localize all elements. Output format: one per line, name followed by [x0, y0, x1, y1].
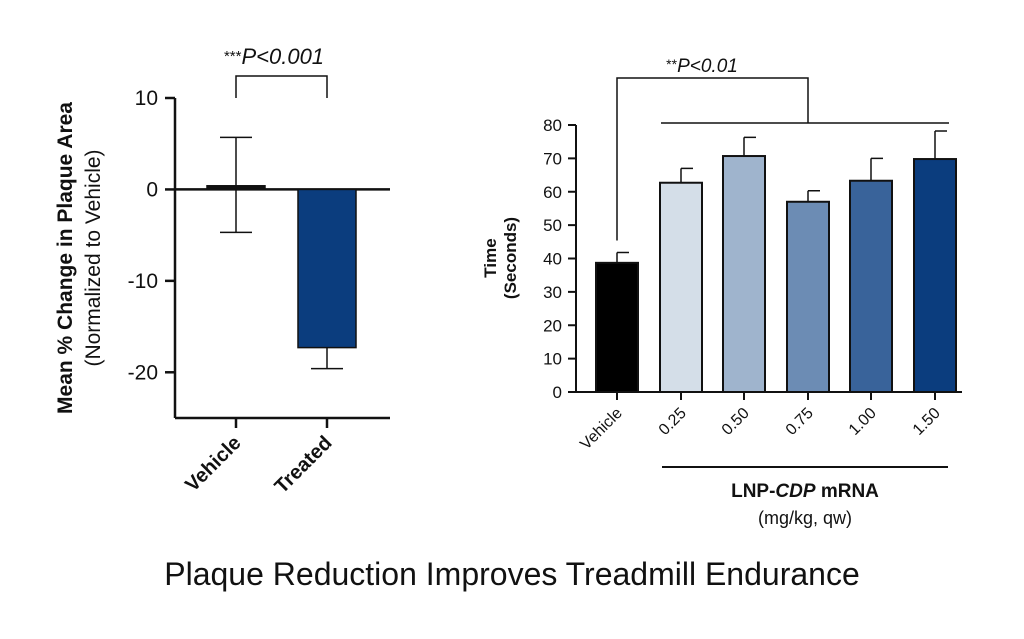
right-x-label: 0.75 [783, 405, 817, 439]
right-y-axis-ticks: 0 10 20 30 40 50 60 70 80 [543, 116, 576, 402]
right-y-tick-label: 60 [543, 183, 562, 202]
right-bar-dose-050 [722, 155, 766, 393]
right-significance-bracket: **P<0.01 [616, 56, 949, 241]
right-y-tick-label: 0 [553, 383, 562, 402]
right-x-label: 1.50 [910, 405, 944, 439]
right-x-label: Vehicle [577, 405, 626, 454]
right-y-tick-label: 30 [543, 283, 562, 302]
right-bar-dose-075 [786, 200, 830, 393]
left-bar-treated [297, 188, 357, 349]
right-significance-stars: ** [666, 56, 677, 72]
left-ylabel-main: Mean % Change in Plaque Area [54, 102, 77, 414]
left-significance-stars: *** [224, 48, 242, 65]
right-ylabel-sub: (Seconds) [501, 217, 520, 299]
right-bars [595, 130, 957, 400]
dose-group-label: LNP-CDP mRNA [731, 481, 879, 502]
left-ylabel-sub: (Normalized to Vehicle) [82, 149, 105, 366]
left-x-label: Vehicle [181, 432, 245, 496]
right-x-label: 1.00 [846, 405, 880, 439]
dose-group-label-suffix: mRNA [816, 481, 880, 502]
right-y-tick-label: 10 [543, 350, 562, 369]
right-significance-label: **P<0.01 [666, 56, 738, 77]
left-x-axis-labels: Vehicle Treated [181, 432, 336, 498]
left-y-tick-label: 0 [146, 178, 158, 201]
right-bar-vehicle [595, 261, 639, 393]
right-bar-dose-100 [849, 179, 893, 393]
right-x-axis-labels: Vehicle 0.25 0.50 0.75 1.00 1.50 [577, 405, 944, 454]
plaque-area-chart: Mean % Change in Plaque Area (Normalized… [54, 44, 390, 498]
left-bars [175, 136, 390, 428]
left-y-tick-label: -10 [128, 270, 158, 293]
left-y-axis-ticks: 10 0 -10 -20 [128, 87, 175, 384]
right-y-tick-label: 70 [543, 149, 562, 168]
left-y-tick-label: -20 [128, 361, 158, 384]
dose-group-units: (mg/kg, qw) [758, 508, 852, 528]
left-x-label: Treated [271, 432, 337, 498]
figure-caption: Plaque Reduction Improves Treadmill Endu… [164, 556, 860, 592]
treadmill-time-chart: Time (Seconds) 0 10 20 30 40 50 60 70 80 Vehicle… [481, 56, 962, 528]
right-y-tick-label: 20 [543, 316, 562, 335]
dose-group-label-prefix: LNP- [731, 481, 775, 502]
left-y-tick-label: 10 [135, 87, 158, 110]
right-x-label: 0.25 [656, 405, 690, 439]
right-x-label: 0.50 [719, 405, 753, 439]
right-bar-dose-150 [913, 158, 957, 393]
right-y-tick-label: 80 [543, 116, 562, 135]
right-significance-p: P<0.01 [677, 56, 738, 77]
left-significance-p: P<0.001 [241, 44, 324, 69]
dose-group-label-italic: CDP [775, 481, 815, 502]
right-bar-dose-025 [659, 181, 703, 393]
right-y-tick-label: 50 [543, 216, 562, 235]
left-significance-bracket: ***P<0.001 [224, 44, 328, 98]
left-significance-label: ***P<0.001 [224, 44, 324, 69]
right-ylabel-main: Time [481, 238, 500, 277]
right-y-tick-label: 40 [543, 250, 562, 269]
